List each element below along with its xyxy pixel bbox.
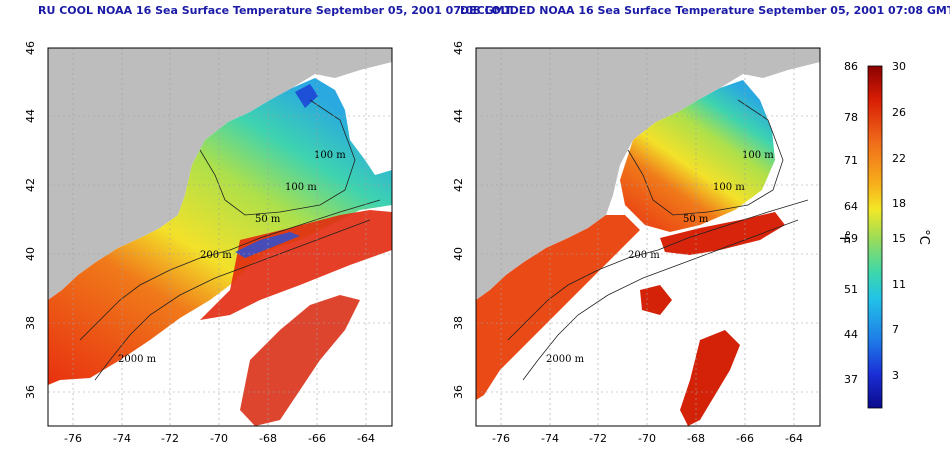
celsius-tick: 30 (892, 60, 906, 73)
right-lat-tick: 42 (452, 178, 465, 192)
left-land-mass (48, 48, 392, 300)
right-lon-tick: -68 (687, 432, 705, 445)
fahrenheit-tick: 37 (844, 373, 858, 386)
right-gridlines (476, 48, 820, 426)
left-contour-2000m (94, 219, 371, 381)
right-lat-tick: 44 (452, 109, 465, 123)
fahrenheit-tick: 44 (844, 328, 858, 341)
celsius-tick: 3 (892, 369, 899, 382)
right-contour-label-100m-a: 100 m (742, 150, 774, 161)
right-lon-ticks: -76 -74 -72 -70 -68 -66 -64 (492, 432, 803, 445)
left-cold-streak (235, 232, 300, 258)
right-contour-label-100m-b: 100 m (713, 182, 745, 193)
fahrenheit-tick: 71 (844, 154, 858, 167)
left-map-title: RU COOL NOAA 16 Sea Surface Temperature … (38, 4, 512, 17)
fahrenheit-tick: 86 (844, 60, 858, 73)
left-lat-tick: 38 (24, 316, 37, 330)
left-gridlines (48, 48, 392, 426)
left-lat-tick: 44 (24, 109, 37, 123)
left-lat-tick: 36 (24, 385, 37, 399)
left-offshore-warm (240, 295, 360, 426)
celsius-tick: 7 (892, 323, 899, 336)
celsius-unit-label: °C (916, 229, 931, 245)
celsius-tick: 26 (892, 106, 906, 119)
right-contour-label-200m: 200 m (628, 250, 660, 261)
left-lon-tick: -70 (210, 432, 228, 445)
colorbar-gradient (867, 65, 883, 409)
right-map: 100 m 100 m 50 m 200 m 2000 m -76 -74 -7… (452, 41, 821, 445)
left-contour-label-100m-a: 100 m (314, 150, 346, 161)
right-lat-tick: 46 (452, 41, 465, 55)
right-offshore-warm-b (680, 330, 740, 426)
fahrenheit-tick: 78 (844, 111, 858, 124)
left-sst-ocean (48, 78, 392, 385)
right-contour-label-2000m: 2000 m (546, 354, 585, 365)
left-lon-tick: -66 (308, 432, 326, 445)
right-map-frame (475, 47, 821, 427)
celsius-tick: 18 (892, 197, 906, 210)
left-lat-tick: 46 (24, 41, 37, 55)
left-contour-label-2000m: 2000 m (118, 354, 157, 365)
celsius-tick: 11 (892, 278, 906, 291)
right-contour-2000m (522, 219, 799, 381)
left-lon-tick: -76 (64, 432, 82, 445)
left-map-frame (47, 47, 393, 427)
right-sst-coastal (476, 215, 640, 400)
celsius-tick: 15 (892, 232, 906, 245)
fahrenheit-tick: 51 (844, 283, 858, 296)
right-lat-tick: 40 (452, 247, 465, 261)
fahrenheit-unit-label: °F (836, 230, 851, 244)
left-lon-tick: -72 (161, 432, 179, 445)
right-offshore-warm-a (640, 285, 672, 315)
right-lon-tick: -74 (541, 432, 559, 445)
left-cold-patch (295, 84, 318, 108)
left-contour-200m (79, 199, 381, 341)
left-gulf-stream (200, 210, 392, 320)
right-lat-tick: 36 (452, 385, 465, 399)
right-contour-200m (507, 199, 809, 341)
right-lat-ticks: 46 44 42 40 38 36 (452, 41, 465, 399)
left-contour-label-100m-b: 100 m (285, 182, 317, 193)
left-lon-tick: -64 (357, 432, 375, 445)
colorbar: 86 78 71 64 59 51 44 37 30 26 22 18 15 1… (836, 60, 931, 409)
left-lat-tick: 40 (24, 247, 37, 261)
right-map-title: DECLOUDED NOAA 16 Sea Surface Temperatur… (460, 4, 950, 17)
right-lon-tick: -76 (492, 432, 510, 445)
right-lat-tick: 38 (452, 316, 465, 330)
right-lon-tick: -64 (785, 432, 803, 445)
right-lon-tick: -70 (638, 432, 656, 445)
left-lat-tick: 42 (24, 178, 37, 192)
right-lon-tick: -72 (589, 432, 607, 445)
left-contour-shelf (199, 99, 356, 216)
right-land-mass (476, 48, 820, 300)
left-lon-tick: -74 (113, 432, 131, 445)
left-contour-label-200m: 200 m (200, 250, 232, 261)
fahrenheit-tick: 64 (844, 200, 858, 213)
celsius-ticks: 30 26 22 18 15 11 7 3 (892, 60, 906, 382)
fahrenheit-tick: 59 (844, 232, 858, 245)
right-contour-shelf (627, 99, 784, 216)
left-lon-tick: -68 (259, 432, 277, 445)
left-map: 100 m 100 m 50 m 200 m 2000 m -76 -74 -7… (24, 41, 393, 445)
right-sst-shelf (620, 80, 775, 232)
right-lon-tick: -66 (736, 432, 754, 445)
left-lat-ticks: 46 44 42 40 38 36 (24, 41, 37, 399)
fahrenheit-ticks: 86 78 71 64 59 51 44 37 (844, 60, 858, 386)
right-gulf-stream (660, 212, 785, 255)
left-lon-ticks: -76 -74 -72 -70 -68 -66 -64 (64, 432, 375, 445)
celsius-tick: 22 (892, 152, 906, 165)
